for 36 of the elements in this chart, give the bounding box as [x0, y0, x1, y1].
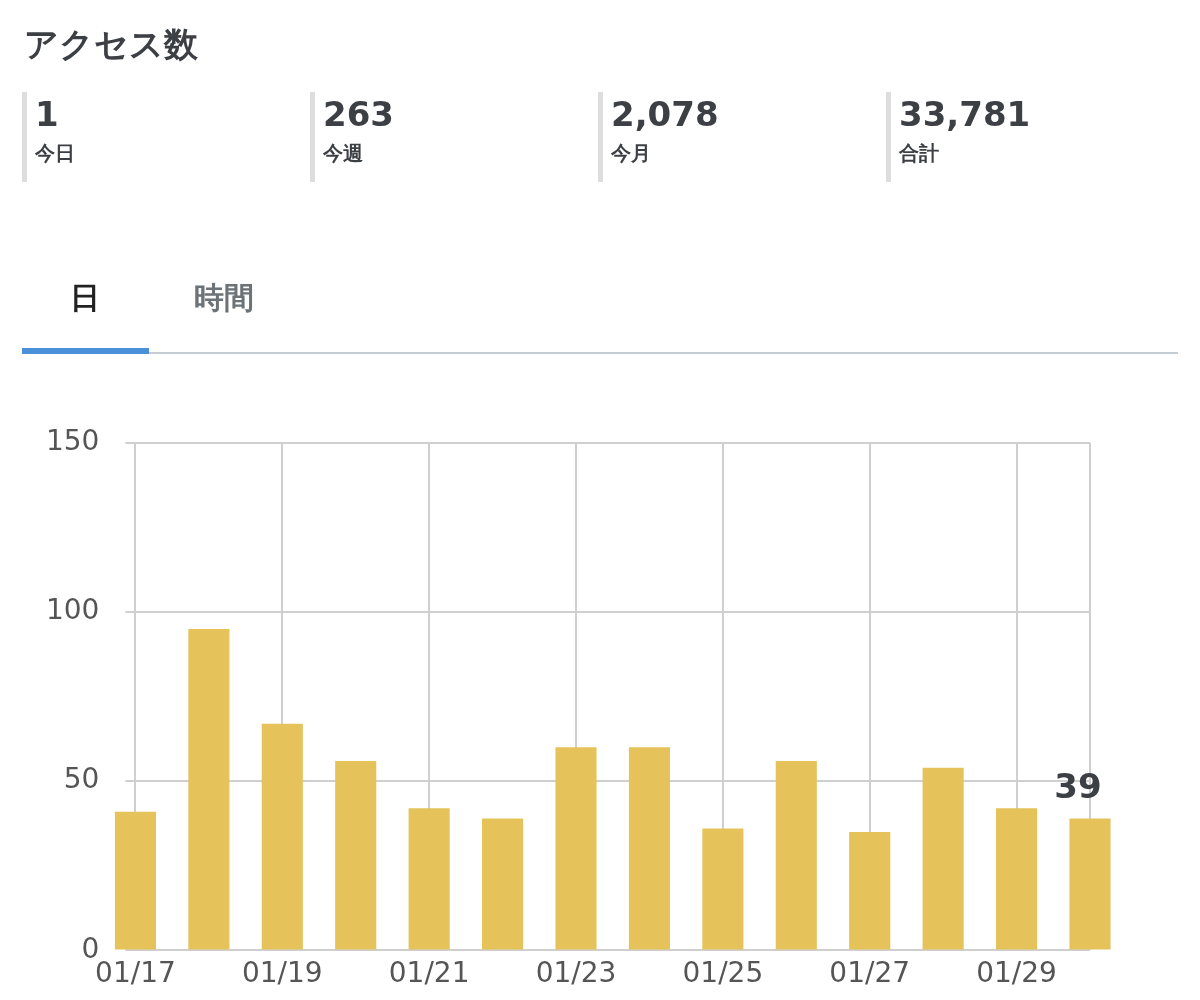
- bar: [482, 818, 524, 950]
- bar: [849, 831, 891, 950]
- bar: [628, 747, 670, 950]
- bar: [335, 760, 377, 950]
- chart-title: アクセス数: [24, 23, 198, 66]
- text: 今週: [323, 140, 364, 167]
- x-tick-label: 01/29: [976, 956, 1057, 990]
- y-tick-label: 100: [45, 593, 100, 627]
- bar: [922, 767, 964, 950]
- y-tick-label: 50: [63, 762, 100, 796]
- text: 263: [323, 93, 394, 136]
- bar: [555, 747, 597, 950]
- bar: [114, 811, 156, 950]
- x-tick-label: 01/17: [95, 956, 176, 990]
- bar: [775, 760, 817, 950]
- x-tick-label: 01/25: [682, 956, 764, 990]
- bar: [188, 628, 230, 950]
- text: 時間: [194, 279, 254, 317]
- x-tick-label: 01/27: [829, 956, 911, 990]
- text: 2,078: [611, 93, 719, 136]
- bar: [408, 808, 450, 950]
- bar: [261, 723, 303, 950]
- bar: [702, 828, 744, 950]
- bar: [1069, 818, 1111, 950]
- text: 日: [70, 279, 100, 317]
- x-tick-label: 01/23: [535, 956, 617, 990]
- text: 今月: [611, 140, 652, 167]
- text: 1: [35, 93, 60, 136]
- bar: [996, 808, 1038, 950]
- data-label: 39: [1054, 766, 1102, 807]
- x-tick-label: 01/21: [388, 956, 470, 990]
- text: 合計: [899, 140, 940, 167]
- x-tick-label: 01/19: [241, 956, 323, 990]
- text: 今日: [35, 140, 75, 167]
- y-tick-label: 150: [45, 424, 100, 458]
- text: 33,781: [899, 93, 1031, 136]
